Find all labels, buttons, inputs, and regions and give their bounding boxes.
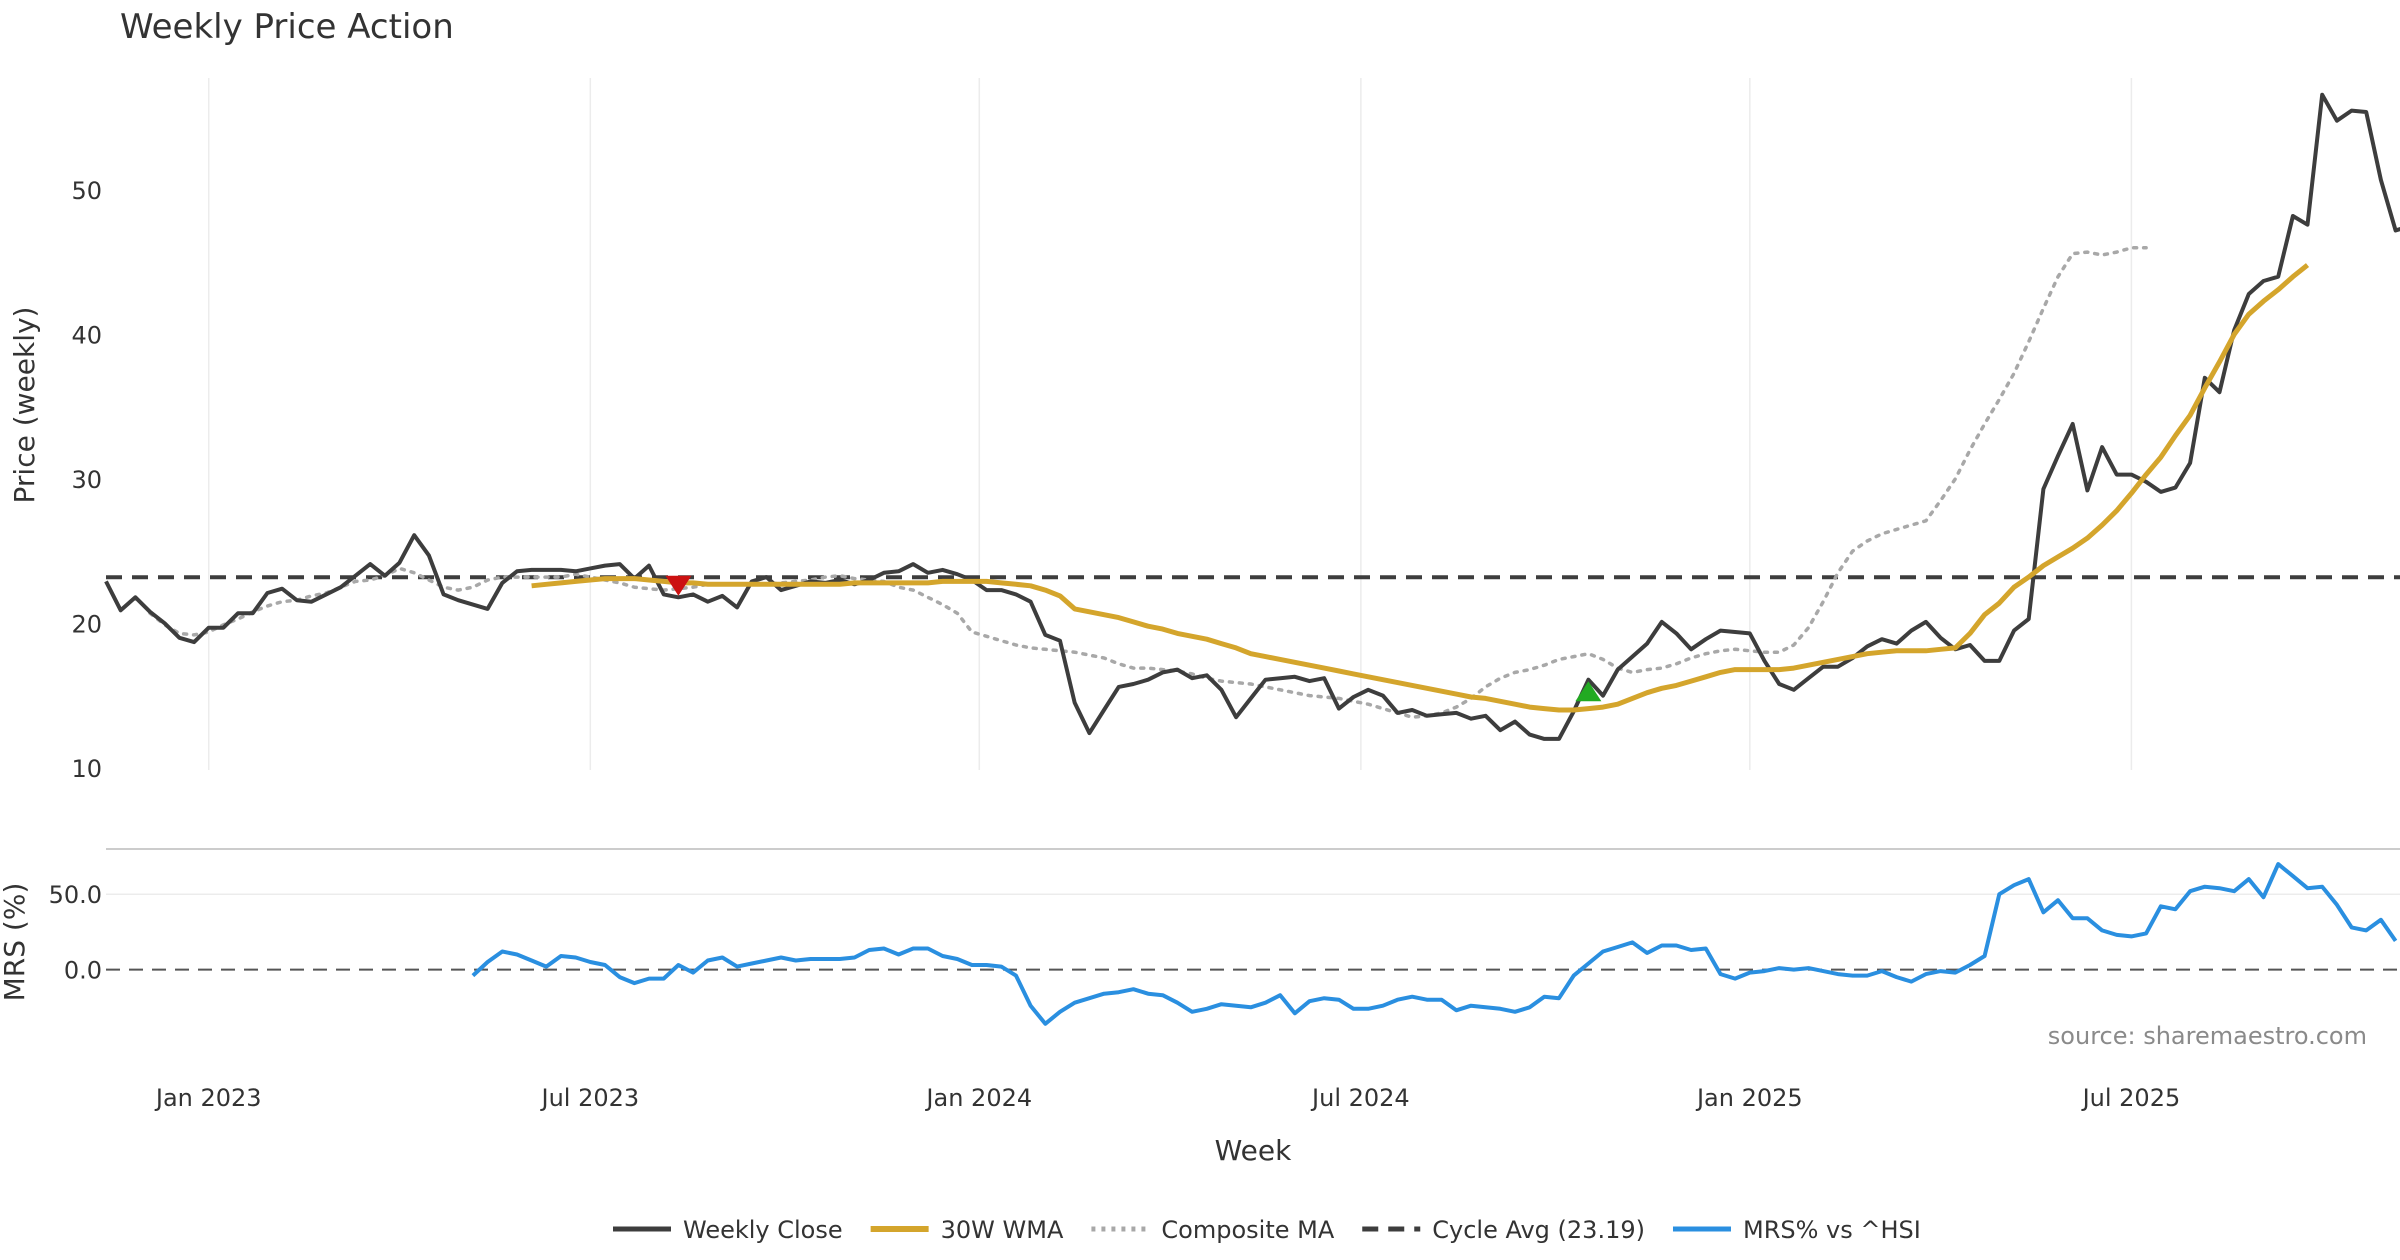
chart-title: Weekly Price Action <box>120 7 454 47</box>
x-axis-label: Week <box>1215 1134 1292 1167</box>
mrs-series-layer <box>471 862 2398 1026</box>
x-tick-label: Jul 2024 <box>1310 1084 1410 1112</box>
price-y-tick-label: 40 <box>71 321 102 349</box>
x-axis-ticks: Jan 2023 Jul 2023 Jan 2024 Jul 2024 Jan 2025… <box>154 1084 2180 1112</box>
x-tick-label: Jul 2023 <box>540 1084 640 1112</box>
x-tick-label: Jan 2024 <box>924 1084 1032 1112</box>
buy-signal-marker <box>1575 681 1602 702</box>
x-tick-label: Jan 2025 <box>1695 1084 1803 1112</box>
series-composite-ma <box>148 246 2148 719</box>
series-mrs-vs-hsi <box>471 862 2398 1026</box>
price-y-tick-label: 20 <box>71 610 102 638</box>
legend-label: Cycle Avg (23.19) <box>1432 1216 1645 1244</box>
price-y-tick-label: 10 <box>71 755 102 783</box>
mrs-y-tick-label: 50.0 <box>49 881 102 909</box>
legend: Weekly Close 30W WMA Composite MA Cycle Avg… <box>613 1216 1921 1244</box>
price-y-axis-label: Price (weekly) <box>8 307 41 504</box>
legend-label: 30W WMA <box>941 1216 1064 1244</box>
mrs-y-axis-label: MRS (%) <box>0 883 31 1002</box>
legend-label: Weekly Close <box>683 1216 843 1244</box>
legend-label: Composite MA <box>1161 1216 1334 1244</box>
mrs-y-tick-label: 0.0 <box>64 957 102 985</box>
series-30w-wma <box>531 263 2310 713</box>
legend-label: MRS% vs ^HSI <box>1743 1216 1921 1244</box>
price-y-tick-label: 50 <box>71 177 102 205</box>
series-weekly-close <box>104 92 2400 741</box>
price-grid <box>207 78 2133 770</box>
price-series-layer <box>104 92 2400 741</box>
source-note: source: sharemaestro.com <box>2048 1022 2367 1050</box>
price-y-tick-label: 30 <box>71 466 102 494</box>
y-axis-ticks: 10 20 30 40 50 0.0 50.0 <box>49 177 102 985</box>
x-tick-label: Jan 2023 <box>154 1084 262 1112</box>
x-tick-label: Jul 2025 <box>2081 1084 2181 1112</box>
mrs-grid <box>106 893 2400 971</box>
sell-signal-marker <box>665 575 692 596</box>
signal-markers <box>665 575 1602 702</box>
